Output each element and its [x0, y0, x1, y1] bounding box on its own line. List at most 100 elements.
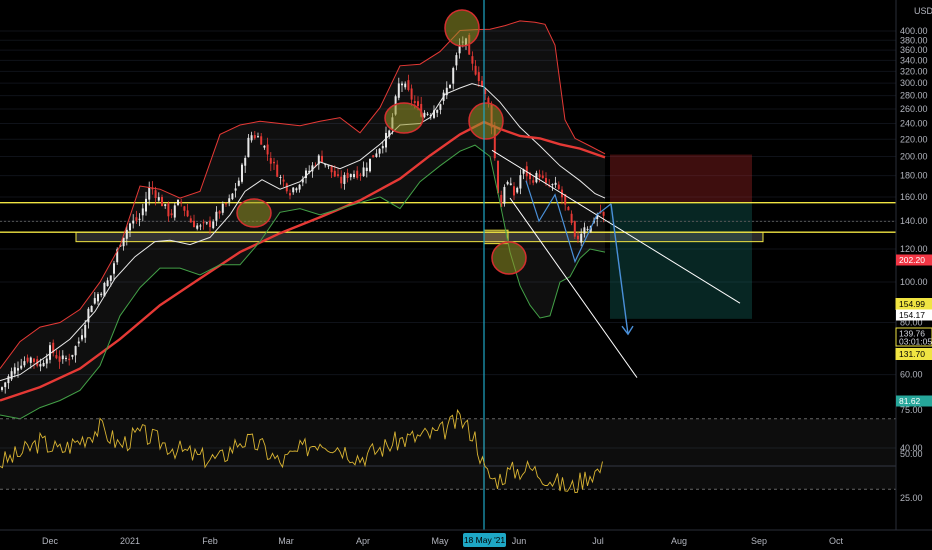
candle-body: [433, 110, 435, 118]
oscillator-tick-label: 75.00: [900, 405, 923, 415]
candle-body: [564, 194, 567, 205]
candle-body: [503, 186, 506, 204]
candle-body: [170, 213, 173, 216]
candle-body: [84, 325, 87, 338]
price-tick-label: 380.00: [900, 35, 928, 45]
time-tick-label: Jun: [512, 536, 527, 546]
candle-body: [77, 341, 80, 344]
candle-body: [586, 228, 589, 230]
candle-body: [557, 184, 560, 189]
candle-body: [567, 206, 570, 211]
candle-body: [346, 172, 349, 179]
candle-body: [343, 174, 346, 184]
candle-body: [522, 169, 525, 174]
stop-loss-zone: [610, 154, 752, 203]
candle-body: [285, 183, 288, 192]
candle-body: [573, 221, 576, 237]
candle-body: [282, 179, 285, 182]
candle-body: [506, 182, 509, 185]
candle-body: [337, 174, 339, 176]
candle-body: [93, 298, 96, 304]
candle-body: [330, 165, 333, 173]
candle-body: [257, 136, 259, 138]
candle-body: [449, 84, 451, 88]
currency-label: USD: [914, 6, 932, 16]
candle-body: [29, 357, 32, 363]
candle-body: [45, 358, 48, 364]
candle-body: [180, 201, 183, 203]
candle-body: [538, 174, 541, 178]
candle-body: [135, 217, 138, 221]
candle-body: [141, 208, 144, 216]
price-tag: [896, 395, 932, 407]
time-tick-label: Dec: [42, 536, 59, 546]
oscillator-tick-label: 50.00: [900, 449, 923, 459]
candle-body: [164, 204, 167, 207]
oscillator-tick-label: 25.00: [900, 493, 923, 503]
candle-body: [410, 88, 413, 100]
candle-body: [132, 220, 135, 224]
candle-body: [269, 158, 272, 164]
candle-body: [13, 367, 16, 374]
candle-body: [116, 249, 119, 263]
candle-body: [177, 199, 179, 205]
candle-body: [493, 127, 496, 159]
price-tick-label: 360.00: [900, 45, 928, 55]
candle-body: [74, 346, 77, 356]
crosshair-date: 18 May '21: [464, 535, 506, 545]
candle-body: [237, 180, 240, 186]
candle-body: [327, 165, 330, 167]
candle-body: [365, 167, 368, 172]
candle-body: [122, 237, 125, 247]
price-tag: [895, 327, 932, 347]
candle-body: [388, 130, 391, 137]
price-tag: [896, 254, 932, 266]
price-tick-label: 260.00: [900, 104, 928, 114]
time-tick-label: May: [431, 536, 449, 546]
candle-body: [333, 170, 336, 177]
peak-highlight: [236, 198, 272, 228]
price-axis: 40.00 60.00 80.00 100.00 120.00 140.00 160.00 1…: [895, 0, 932, 550]
candle-body: [349, 174, 352, 178]
candle-body: [266, 144, 269, 155]
candle-body: [209, 220, 211, 228]
projection-path: [525, 180, 612, 264]
time-tick-label: Aug: [671, 536, 687, 546]
candle-body: [397, 83, 400, 98]
time-tick-label: Apr: [356, 536, 370, 546]
candle-body: [413, 101, 416, 103]
time-tick-label: Feb: [202, 536, 218, 546]
candle-body: [4, 382, 7, 388]
candle-body: [106, 280, 109, 286]
price-tick-label: 340.00: [900, 55, 928, 65]
candle-body: [109, 275, 112, 281]
price-axis-bg: [896, 0, 932, 550]
candle-body: [221, 203, 224, 213]
candle-body: [138, 218, 141, 220]
candle-body: [381, 146, 384, 149]
candle-body: [234, 188, 237, 191]
price-tick-label: 300.00: [900, 78, 928, 88]
candle-body: [52, 342, 55, 354]
candle-body: [260, 136, 263, 145]
price-tick-label: 100.00: [900, 277, 928, 287]
candle-body: [65, 357, 67, 359]
candle-body: [189, 218, 192, 223]
candle-body: [596, 214, 599, 220]
candle-body: [244, 157, 247, 166]
candle-body: [317, 155, 320, 165]
price-tag-value: 139.76: [899, 329, 925, 339]
price-tick-label: 220.00: [900, 134, 928, 144]
price-tag-timer: 03:01:05: [899, 337, 932, 347]
price-tick-label: 240.00: [900, 119, 928, 129]
candle-body: [583, 227, 586, 234]
candle-body: [340, 176, 343, 184]
candle-body: [212, 221, 215, 229]
price-tick-label: 180.00: [900, 171, 928, 181]
candle-body: [173, 205, 176, 218]
candle-body: [484, 88, 487, 95]
candle-body: [247, 137, 250, 158]
candle-body: [250, 135, 253, 141]
candle-body: [292, 187, 295, 193]
